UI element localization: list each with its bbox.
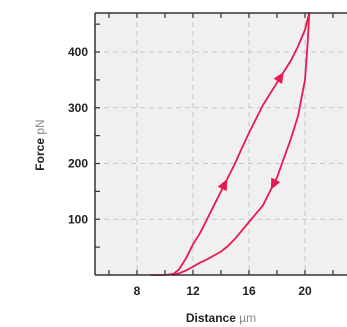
x-tick-label: 16 [242, 284, 256, 298]
x-tick-label: 8 [134, 284, 141, 298]
axes [94, 12, 347, 276]
ticks: 8 12 16 20 100 200 300 400 [68, 45, 312, 298]
y-tick-label: 400 [68, 45, 88, 59]
direction-arrow-icon [270, 177, 281, 190]
y-axis-title-name: Force [33, 138, 47, 171]
y-tick-label: 200 [68, 157, 88, 171]
y-axis-title: Force pN [33, 119, 47, 170]
grid [95, 13, 347, 275]
x-axis-title-name: Distance [186, 311, 236, 325]
direction-arrow-icon [273, 72, 284, 84]
series-line-1 [150, 12, 311, 276]
series-line-2 [172, 12, 311, 276]
direction-arrow-icon [217, 179, 228, 192]
y-tick-label: 100 [68, 212, 88, 226]
series-layer [150, 12, 311, 276]
x-axis-title: Distance µm [186, 311, 256, 325]
x-tick-label: 12 [186, 284, 200, 298]
y-axis-title-unit: pN [33, 119, 47, 134]
y-tick-label: 300 [68, 101, 88, 115]
x-axis-title-unit: µm [239, 311, 256, 325]
x-tick-label: 20 [298, 284, 312, 298]
